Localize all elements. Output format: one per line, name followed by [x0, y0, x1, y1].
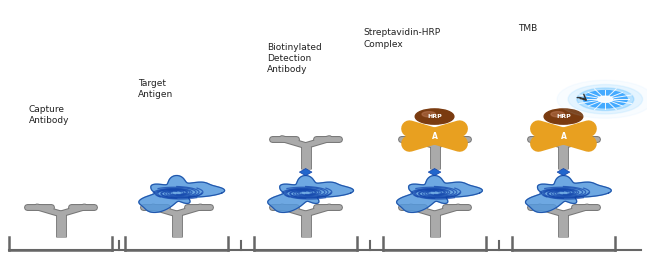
Polygon shape: [268, 176, 354, 212]
Circle shape: [568, 84, 643, 114]
Circle shape: [584, 90, 627, 108]
Text: Target
Antigen: Target Antigen: [138, 79, 174, 100]
Text: HRP: HRP: [427, 114, 442, 119]
Circle shape: [557, 80, 650, 118]
Text: HRP: HRP: [556, 114, 571, 119]
Polygon shape: [557, 168, 570, 176]
Circle shape: [597, 96, 613, 102]
Circle shape: [577, 88, 634, 110]
Polygon shape: [139, 176, 225, 212]
Polygon shape: [525, 176, 611, 212]
Polygon shape: [396, 176, 482, 212]
Circle shape: [554, 132, 573, 140]
Polygon shape: [300, 168, 312, 176]
Circle shape: [422, 112, 436, 117]
Polygon shape: [428, 168, 441, 176]
Text: A: A: [432, 132, 437, 141]
Text: Biotinylated
Detection
Antibody: Biotinylated Detection Antibody: [267, 43, 322, 74]
Text: Streptavidin-HRP
Complex: Streptavidin-HRP Complex: [363, 29, 441, 49]
Text: TMB: TMB: [518, 24, 538, 33]
Circle shape: [424, 132, 445, 140]
Circle shape: [544, 109, 583, 124]
Text: A: A: [560, 132, 566, 141]
Text: Capture
Antibody: Capture Antibody: [29, 105, 69, 125]
Circle shape: [551, 112, 564, 117]
Circle shape: [415, 109, 454, 124]
